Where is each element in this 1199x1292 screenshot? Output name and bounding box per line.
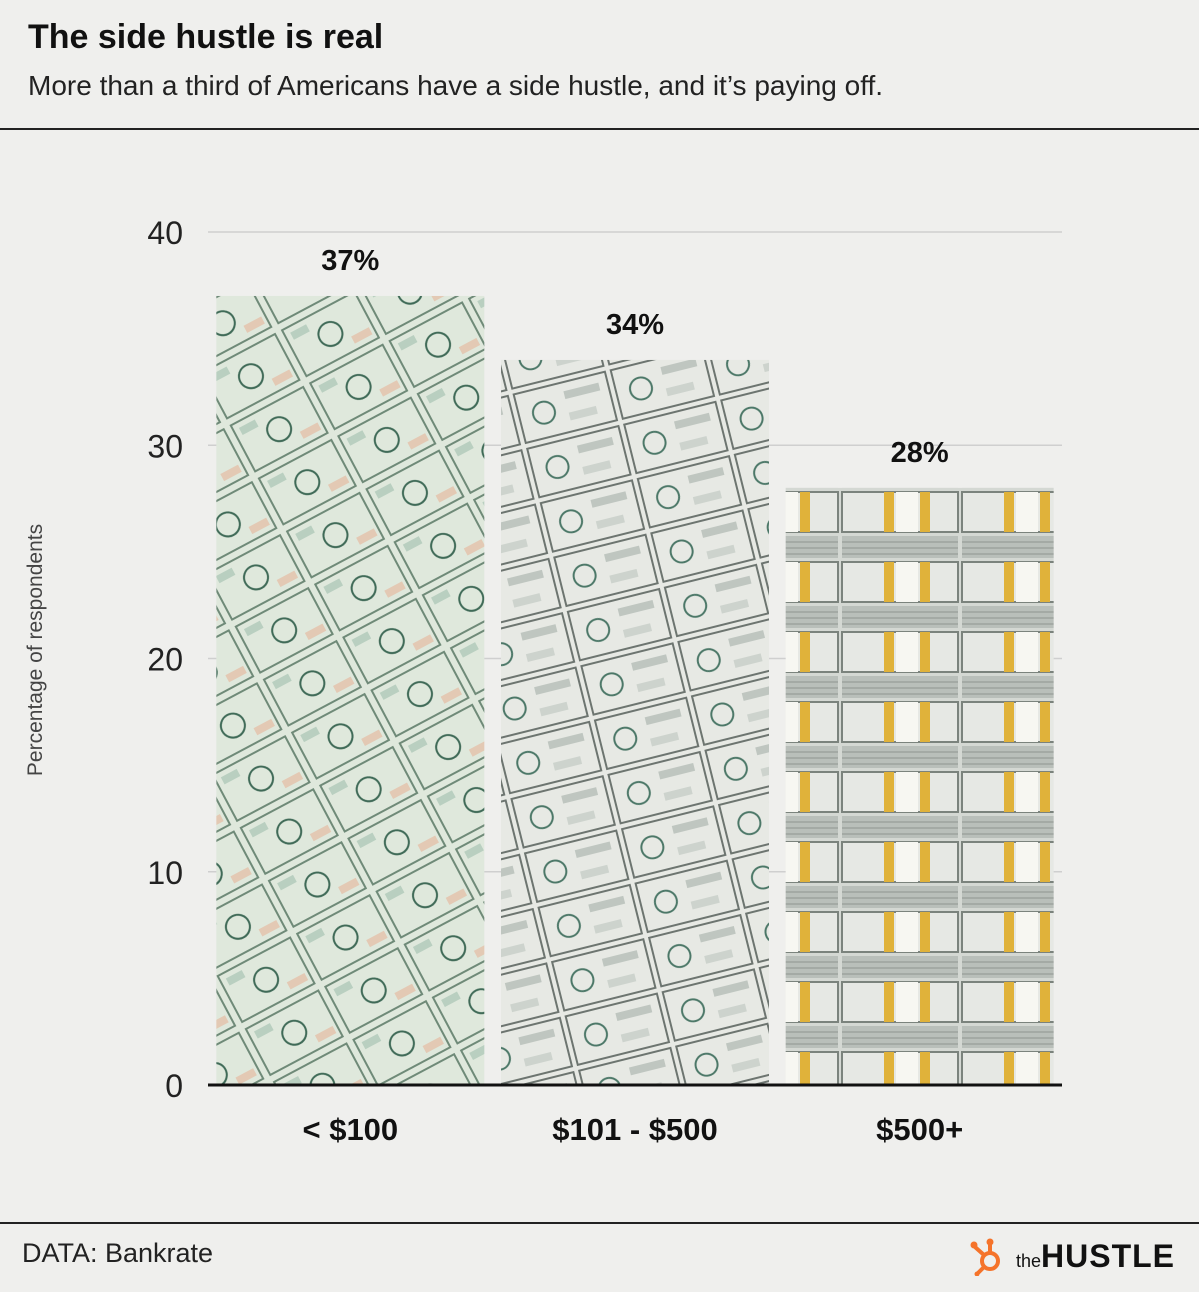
header-divider xyxy=(0,128,1199,130)
y-tick-label: 30 xyxy=(147,428,183,464)
y-tick-label: 20 xyxy=(147,642,183,678)
y-tick-label: 10 xyxy=(147,855,183,891)
chart-subtitle: More than a third of Americans have a si… xyxy=(28,70,884,101)
bar-value-label: 37% xyxy=(321,245,379,277)
bar-value-label: 28% xyxy=(891,437,949,469)
brand-logo: the HUSTLE xyxy=(970,1236,1175,1276)
y-tick-label: 0 xyxy=(165,1068,183,1104)
brand-wordmark: the HUSTLE xyxy=(1016,1238,1175,1275)
brand-prefix: the xyxy=(1015,1250,1041,1271)
bar xyxy=(216,295,485,1086)
footer-divider xyxy=(0,1222,1199,1224)
y-tick-label: 40 xyxy=(147,215,183,251)
brand-name: HUSTLE xyxy=(1041,1237,1175,1274)
bar-value-label: 34% xyxy=(606,309,664,341)
x-tick-label: $101 - $500 xyxy=(552,1112,717,1147)
hubspot-sprocket-icon xyxy=(970,1238,1000,1276)
bar xyxy=(501,359,769,1085)
bar xyxy=(785,487,1054,1085)
chart-title: The side hustle is real xyxy=(28,18,384,56)
x-tick-label: < $100 xyxy=(302,1112,398,1147)
y-axis-label: Percentage of respondents xyxy=(24,524,47,776)
data-source: DATA: Bankrate xyxy=(22,1238,214,1268)
bar-chart: 37% 34% 28% 0 10 20 30 40 < $100 $101 - $500 $50… xyxy=(24,215,1062,1147)
x-tick-label: $500+ xyxy=(876,1112,963,1147)
